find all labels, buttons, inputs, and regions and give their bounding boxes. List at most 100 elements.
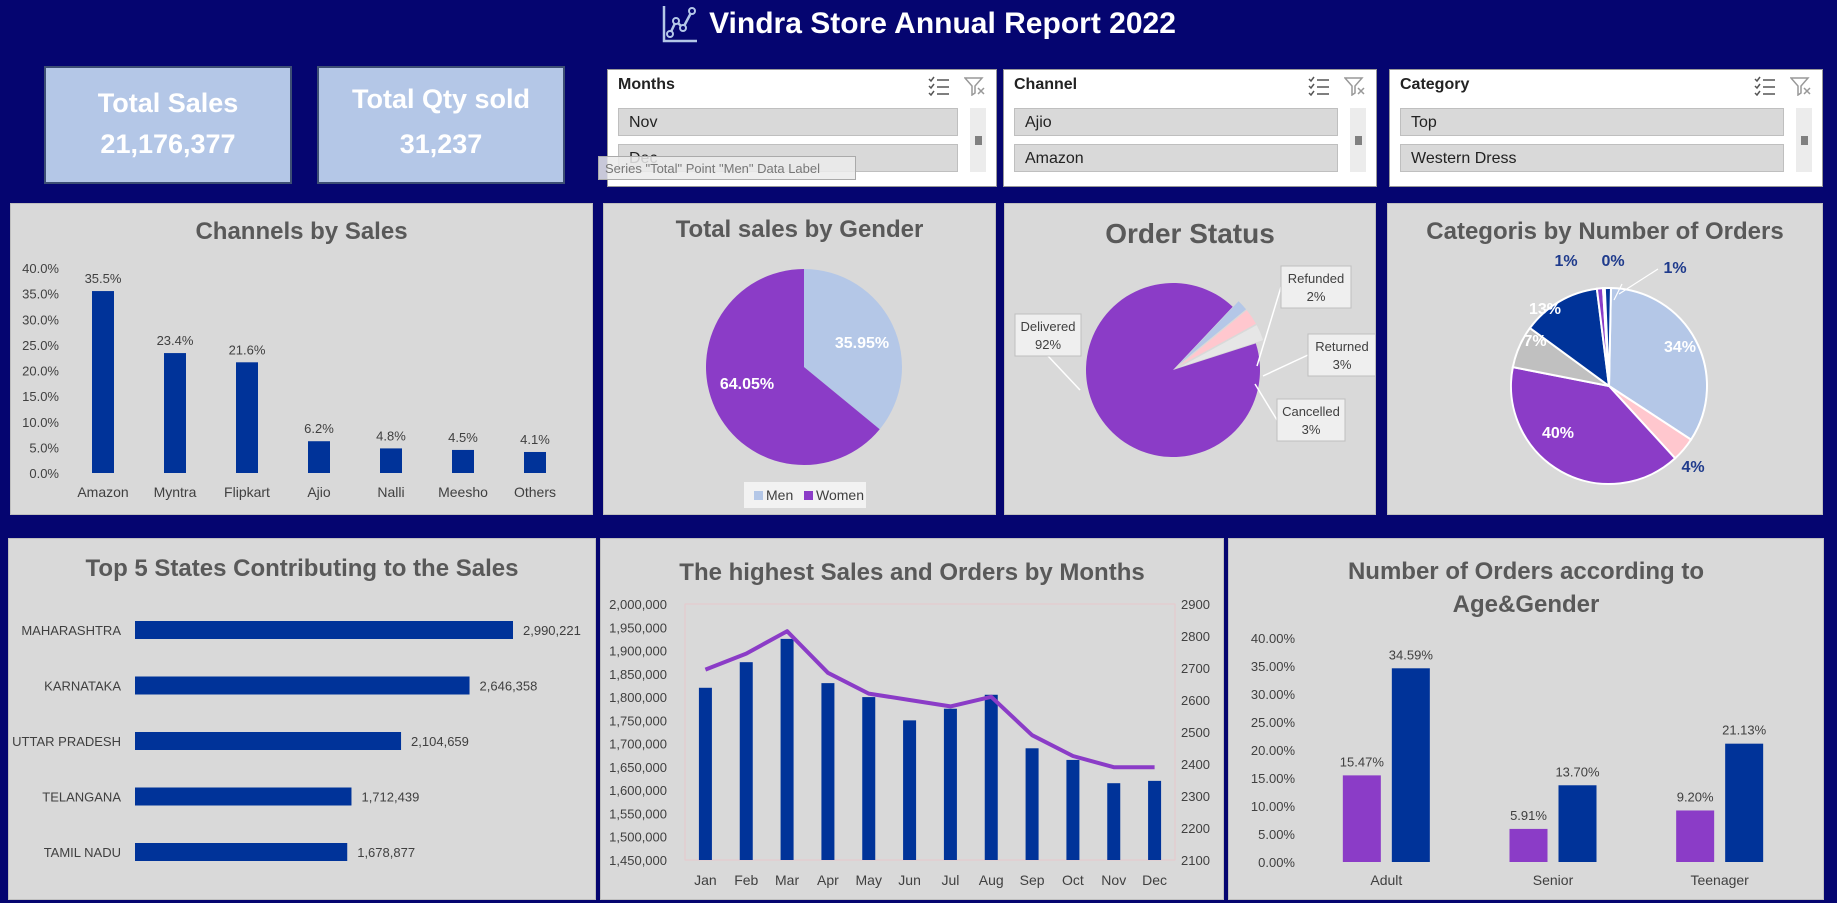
bar-senior-0 [1509,828,1548,862]
channel-scrollbar[interactable] [1350,108,1366,172]
states-chart: MAHARASHTRA 2,990,221 KARNATAKA 2,646,358 UT… [12,621,581,861]
multi-select-icon[interactable] [928,76,950,96]
channels-chart: 0.0% 5.0% 10.0% 15.0% 20.0% 25.0% 30.0% 35.0% 40… [22,261,556,500]
multi-select-icon[interactable] [1308,76,1330,96]
legend-label-women: Women [816,487,864,503]
category-label-refunded: Refunded [1288,271,1344,286]
leader-line-cancelled [1254,383,1278,421]
data-label-refunded: 2% [1307,289,1326,304]
y-tick-label-tamil-nadu: TAMIL NADU [44,845,121,860]
data-label-amazon: 35.5% [85,271,122,286]
slice-4 [1528,287,1611,389]
bar-senior-1 [1558,785,1597,862]
data-label-meesho: 4.5% [448,430,478,445]
channels-chart-title: Channels by Sales [195,218,408,245]
data-label-myntra: 23.4% [157,333,194,348]
y-tick-label: 5.0% [29,440,59,455]
y-tick-label: 5.00% [1258,827,1295,842]
y-tick-label: 25.0% [22,338,59,353]
data-label-maharashtra: 2,990,221 [523,623,581,638]
x-tick-label-adult: Adult [1370,872,1402,888]
y-tick-label: 15.0% [22,389,59,404]
x-tick-label-nov: Nov [1101,872,1126,888]
clear-filter-icon[interactable] [1790,76,1812,96]
leader-line-returned [1262,354,1309,377]
bar-apr [821,683,835,860]
y2-tick-label: 2800 [1181,629,1210,644]
bar-adult-1 [1391,668,1430,862]
y-tick-label: 1,900,000 [609,644,667,659]
y2-tick-label: 2900 [1181,597,1210,612]
callout-box-returned [1307,333,1375,377]
y-tick-label: 1,650,000 [609,760,667,775]
category-slicer: Category Top Western Dress [1389,69,1823,187]
data-label-4: 13% [1529,301,1561,318]
y-tick-label: 1,600,000 [609,783,667,798]
total-sales-card: Total Sales 21,176,377 [44,66,292,184]
months-chart: 1,450,000 1,500,000 1,550,000 1,600,000 1,65… [609,597,1210,888]
y-tick-label: 10.0% [22,415,59,430]
multi-select-icon[interactable] [1754,76,1776,96]
y2-tick-label: 2400 [1181,757,1210,772]
bar-mar [780,638,794,860]
callout-box-delivered [1014,313,1082,357]
slicer-item-western-dress[interactable]: Western Dress [1400,144,1784,172]
data-label-senior-1: 13.70% [1555,764,1600,779]
x-tick-label-amazon: Amazon [77,484,128,500]
y-tick-label-uttar-pradesh: UTTAR PRADESH [12,734,121,749]
age-gender-panel: Number of Orders according to Age&Gender… [1228,538,1824,900]
x-tick-label-jan: Jan [694,872,717,888]
total-qty-value: 31,237 [399,129,483,159]
months-scrollbar[interactable] [970,108,986,172]
y-tick-label: 1,450,000 [609,853,667,868]
slicer-item-ajio[interactable]: Ajio [1014,108,1338,136]
y-tick-label: 0.0% [29,466,59,481]
bar-jul [943,708,957,860]
data-label-5: 1% [1554,253,1577,270]
slice-returned [1179,310,1256,366]
categories-chart: 34% 4% 40% 7% 13% 1% 0% 1% [1510,253,1708,485]
slicer-item-top[interactable]: Top [1400,108,1784,136]
x-tick-label-myntra: Myntra [154,484,197,500]
bar-adult-0 [1342,775,1381,862]
y2-tick-label: 2700 [1181,661,1210,676]
bar-myntra [164,353,186,473]
x-tick-label-nalli: Nalli [377,484,404,500]
category-slicer-title: Category [1400,76,1470,93]
y-tick-label: 30.0% [22,312,59,327]
months-slicer-title: Months [618,76,675,93]
gender-panel: Total sales by Gender 35.95% 64.05% Men Wom… [603,203,996,515]
data-label-karnataka: 2,646,358 [480,679,538,694]
y-tick-label: 35.00% [1251,659,1296,674]
bar-may [862,697,876,860]
slicer-item-amazon[interactable]: Amazon [1014,144,1338,172]
y2-tick-label: 2200 [1181,821,1210,836]
data-label-senior-0: 5.91% [1510,808,1547,823]
months-panel: The highest Sales and Orders by Months 1… [600,538,1224,900]
x-tick-label-teenager: Teenager [1690,872,1749,888]
data-label-teenager-1: 21.13% [1722,723,1767,738]
data-label-tamil-nadu: 1,678,877 [357,845,415,860]
bar-meesho [452,449,474,473]
bar-others [524,451,546,473]
data-label-cancelled: 3% [1302,422,1321,437]
bar-teenager-1 [1725,743,1764,862]
bar-nov [1107,783,1121,860]
age-gender-chart-title: Number of Orders according to Age&Gender [1347,558,1705,618]
x-tick-label-jun: Jun [898,872,921,888]
x-tick-label-meesho: Meesho [438,484,488,500]
y-tick-label: 10.00% [1251,799,1296,814]
y2-tick-label: 2500 [1181,725,1210,740]
order-status-chart-title: Order Status [1105,218,1275,249]
data-label-women: 64.05% [720,376,774,393]
line-chart-icon [662,6,698,43]
data-label-telangana: 1,712,439 [361,790,419,805]
slicer-item-nov[interactable]: Nov [618,108,958,136]
y-tick-label: 40.00% [1251,631,1296,646]
x-tick-label-apr: Apr [817,872,839,888]
clear-filter-icon[interactable] [1344,76,1366,96]
clear-filter-icon[interactable] [964,76,986,96]
bar-karnataka [135,676,470,695]
category-scrollbar[interactable] [1796,108,1812,172]
y-tick-label: 1,950,000 [609,620,667,635]
